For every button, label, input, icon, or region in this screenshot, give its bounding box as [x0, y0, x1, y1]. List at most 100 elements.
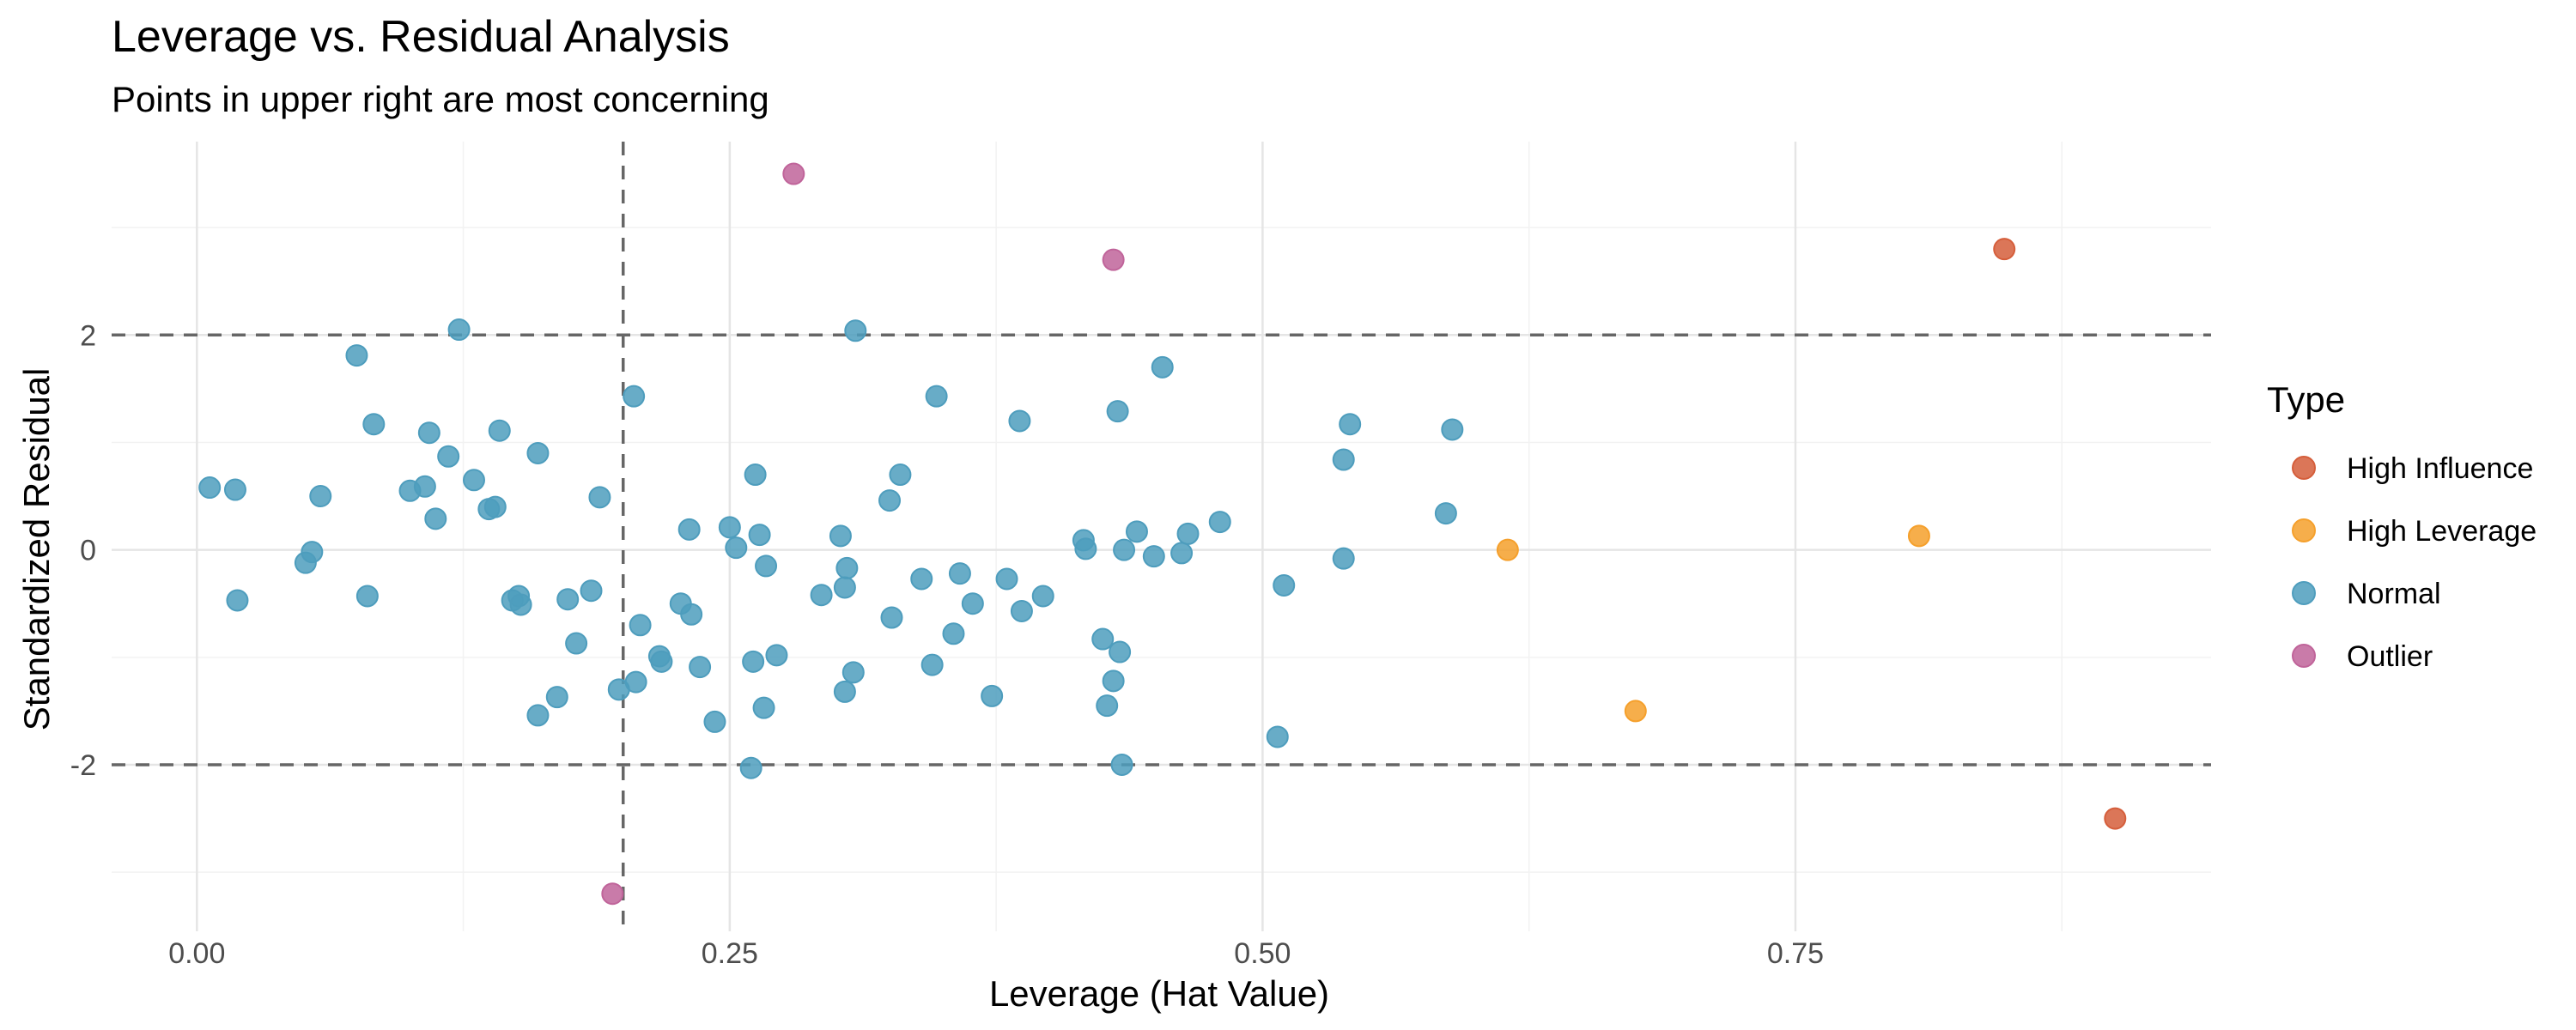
normal-point — [677, 518, 701, 541]
normal-point — [545, 686, 568, 709]
normal-point — [889, 464, 912, 487]
x-tick-label: 0.25 — [702, 937, 758, 970]
normal-point — [345, 344, 368, 367]
normal-point — [752, 696, 775, 719]
normal-point — [1106, 400, 1129, 423]
x-tick-label: 0.50 — [1234, 937, 1291, 970]
normal-point — [981, 684, 1004, 707]
normal-point — [1113, 538, 1136, 561]
normal-point — [1266, 725, 1289, 748]
normal-point — [417, 421, 440, 445]
legend-item-normal: Normal — [2292, 578, 2441, 610]
normal-point — [309, 485, 332, 508]
legend-item-high-influence: High Influence — [2292, 452, 2533, 485]
reference-lines — [112, 142, 2211, 931]
y-axis-title: Standardized Residual — [16, 368, 57, 731]
normal-point — [588, 486, 611, 509]
normal-point — [488, 419, 511, 442]
x-axis-ticks: 0.00 0.25 0.50 0.75 — [168, 937, 1824, 970]
normal-point — [1339, 413, 1362, 436]
normal-point — [765, 644, 788, 667]
normal-point — [1110, 753, 1133, 776]
normal-point — [565, 632, 588, 655]
legend-label-normal: Normal — [2347, 578, 2441, 610]
normal-point — [1010, 599, 1033, 622]
normal-point — [1109, 640, 1132, 663]
normal-point — [718, 516, 741, 539]
legend-item-high-leverage: High Leverage — [2292, 515, 2537, 548]
normal-point — [995, 567, 1018, 591]
data-points — [198, 162, 2127, 906]
legend-label-high-influence: High Influence — [2347, 452, 2533, 485]
x-axis-title: Leverage (Hat Value) — [989, 973, 1329, 1014]
normal-point — [725, 536, 748, 560]
legend: Type High Influence High Leverage Normal Ou… — [2267, 379, 2537, 673]
normal-point — [1332, 547, 1355, 570]
normal-point — [556, 588, 580, 611]
high-influence-point — [2104, 807, 2127, 830]
normal-point — [198, 476, 222, 500]
high-leverage-point — [1907, 524, 1930, 548]
normal-point — [1441, 418, 1464, 441]
normal-point — [1208, 511, 1231, 534]
normal-point — [650, 650, 673, 673]
normal-point — [1125, 520, 1148, 543]
normal-point — [623, 385, 646, 408]
normal-point — [1176, 522, 1200, 545]
normal-point — [301, 541, 324, 564]
legend-label-high-leverage: High Leverage — [2347, 515, 2537, 548]
y-axis-ticks: -2 0 2 — [70, 319, 96, 782]
normal-point — [910, 567, 933, 591]
normal-point — [1170, 542, 1194, 565]
normal-point — [1434, 502, 1457, 525]
normal-point — [742, 650, 765, 673]
normal-point — [526, 704, 550, 727]
normal-point — [355, 585, 379, 608]
normal-point — [844, 319, 867, 342]
normal-point — [1332, 448, 1355, 471]
normal-point — [509, 593, 532, 616]
high-influence-point — [1993, 238, 2016, 261]
normal-point — [447, 318, 471, 342]
y-tick-label: -2 — [70, 749, 96, 782]
legend-title: Type — [2267, 379, 2345, 420]
normal-point — [961, 592, 984, 615]
normal-point — [1151, 355, 1174, 379]
normal-point — [841, 661, 865, 684]
normal-point — [878, 489, 902, 512]
normal-point — [948, 562, 971, 585]
normal-point — [744, 464, 767, 487]
grid — [112, 142, 2211, 931]
x-tick-label: 0.00 — [168, 937, 225, 970]
normal-point — [880, 606, 903, 629]
normal-point — [1102, 670, 1125, 693]
normal-point — [223, 478, 246, 501]
y-tick-label: 0 — [80, 535, 96, 567]
outlier-point — [601, 882, 624, 906]
normal-point — [483, 495, 507, 518]
normal-point — [1273, 573, 1296, 597]
y-tick-label: 2 — [80, 319, 96, 352]
normal-point — [680, 603, 703, 626]
normal-point — [739, 756, 762, 779]
outlier-point — [1102, 248, 1125, 271]
chart-title: Leverage vs. Residual Analysis — [112, 12, 730, 62]
normal-point — [624, 670, 647, 694]
normal-point — [920, 653, 944, 676]
normal-point — [755, 554, 778, 578]
normal-point — [1091, 627, 1115, 651]
legend-item-outlier: Outlier — [2292, 640, 2433, 673]
normal-point — [810, 584, 833, 607]
normal-point — [1096, 694, 1119, 718]
normal-point — [925, 385, 948, 408]
normal-point — [703, 710, 726, 733]
normal-point — [833, 680, 856, 703]
normal-point — [1074, 537, 1097, 560]
legend-swatch-high-leverage — [2292, 518, 2316, 542]
high-leverage-point — [1624, 700, 1647, 723]
normal-point — [833, 576, 856, 599]
legend-swatch-normal — [2292, 581, 2316, 605]
normal-point — [413, 475, 436, 498]
normal-point — [1031, 585, 1054, 608]
chart-subtitle: Points in upper right are most concernin… — [112, 79, 769, 119]
